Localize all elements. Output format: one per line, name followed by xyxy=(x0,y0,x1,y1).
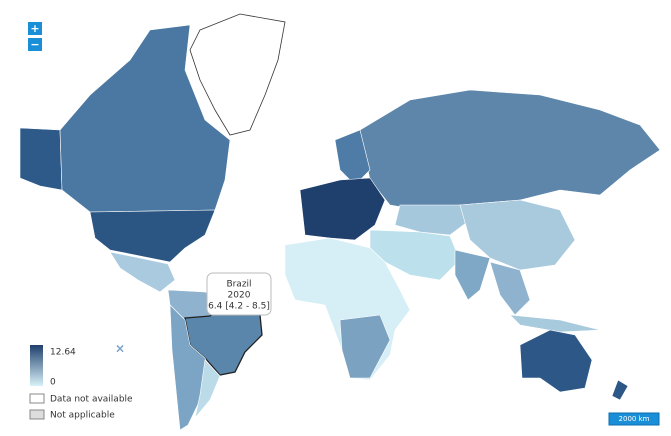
zoom-in[interactable]: + xyxy=(30,22,39,35)
tooltip-year: 2020 xyxy=(228,291,251,301)
alaska xyxy=(19,127,63,191)
tooltip-box xyxy=(206,272,272,316)
southern-africa xyxy=(339,314,391,379)
scale-bar: 2000 km xyxy=(608,412,660,426)
legend-max: 12.64 xyxy=(50,348,76,358)
scale-label: 2000 km xyxy=(619,415,650,423)
map xyxy=(19,13,661,431)
not-applicable-swatch xyxy=(29,409,45,420)
indonesia xyxy=(509,314,601,333)
zoom-out-button[interactable] xyxy=(28,38,42,51)
europe xyxy=(299,177,386,241)
legend-gradient xyxy=(30,345,43,386)
usa xyxy=(89,209,216,263)
legend: 12.64 0 × Data not available Not applica… xyxy=(29,342,133,421)
legend-close[interactable]: × xyxy=(115,342,125,356)
legend-item: Not applicable xyxy=(50,411,115,421)
zoom-in-button[interactable] xyxy=(28,22,42,35)
southeast-asia xyxy=(489,261,531,316)
australia xyxy=(519,329,593,393)
tooltip: Brazil 2020 6.4 [4.2 - 8.5] xyxy=(206,272,272,316)
india xyxy=(454,249,491,301)
argentina xyxy=(194,359,221,419)
scandinavia xyxy=(334,129,371,186)
no-data-swatch xyxy=(29,393,45,404)
greenland xyxy=(189,13,286,136)
legend-item: Data not available xyxy=(50,395,133,405)
zoom-out[interactable]: − xyxy=(30,38,39,51)
new-zealand xyxy=(611,379,629,401)
china xyxy=(459,199,576,271)
tooltip-country: Brazil xyxy=(226,280,251,290)
mexico xyxy=(109,251,176,293)
scale-box xyxy=(608,412,660,426)
tooltip-value: 6.4 [4.2 - 8.5] xyxy=(208,302,270,312)
legend-min: 0 xyxy=(50,378,56,388)
zoom-controls: + − xyxy=(28,22,42,51)
